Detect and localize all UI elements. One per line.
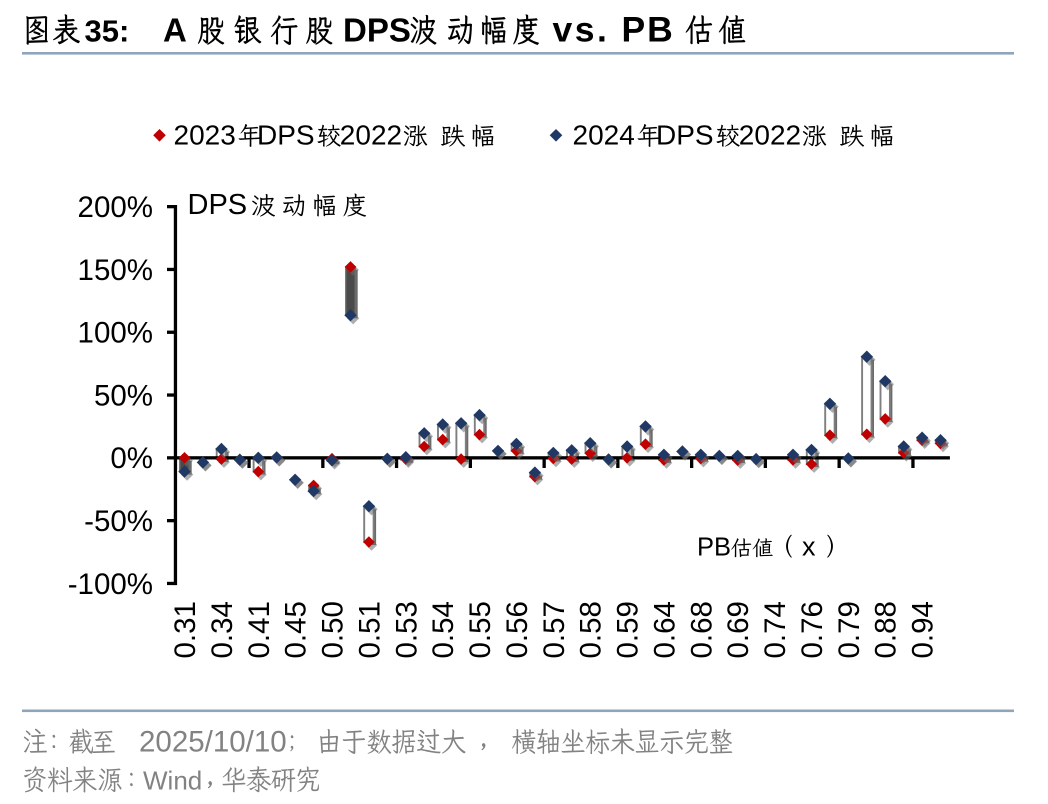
svg-text:0.74: 0.74 — [759, 601, 792, 658]
svg-text:0.34: 0.34 — [206, 601, 239, 658]
svg-text:0.76: 0.76 — [796, 601, 829, 658]
svg-text:PB: PB — [622, 9, 675, 49]
svg-text:DPS: DPS — [656, 120, 714, 151]
svg-text:PB: PB — [697, 534, 731, 562]
svg-text:50%: 50% — [94, 379, 153, 412]
svg-text:0.45: 0.45 — [280, 601, 313, 658]
svg-text:0.57: 0.57 — [538, 601, 571, 658]
svg-text:0.59: 0.59 — [612, 601, 645, 658]
svg-text:0.41: 0.41 — [243, 601, 276, 658]
svg-text:2025/10/10: 2025/10/10 — [139, 726, 287, 759]
svg-text:2022: 2022 — [739, 120, 801, 151]
svg-text:0.88: 0.88 — [870, 601, 903, 658]
svg-text:0.51: 0.51 — [353, 601, 386, 658]
svg-text:0.31: 0.31 — [169, 601, 202, 658]
svg-text:-100%: -100% — [68, 568, 153, 601]
svg-text:0.94: 0.94 — [907, 601, 940, 658]
svg-text:Wind: Wind — [143, 766, 202, 796]
svg-text:200%: 200% — [78, 191, 153, 224]
svg-text:35:: 35: — [85, 13, 130, 48]
svg-text:-50%: -50% — [84, 505, 153, 538]
svg-text:x: x — [802, 532, 816, 562]
svg-text:vs.: vs. — [553, 9, 610, 49]
svg-text:0.64: 0.64 — [648, 601, 681, 658]
svg-text:2024: 2024 — [573, 120, 635, 151]
svg-text:100%: 100% — [78, 317, 153, 350]
svg-text:DPS: DPS — [343, 11, 411, 48]
svg-text:0.50: 0.50 — [317, 601, 350, 658]
svg-text:DPS: DPS — [257, 120, 315, 151]
svg-text:0.58: 0.58 — [575, 601, 608, 658]
svg-text:0.68: 0.68 — [685, 601, 718, 658]
svg-text:0.53: 0.53 — [390, 601, 423, 658]
svg-text:0.55: 0.55 — [464, 601, 497, 658]
svg-text:A: A — [163, 11, 187, 48]
svg-text:2022: 2022 — [340, 120, 402, 151]
svg-text:150%: 150% — [78, 254, 153, 287]
svg-text:0%: 0% — [110, 442, 153, 475]
svg-text:0.56: 0.56 — [501, 601, 534, 658]
svg-text:DPS: DPS — [188, 189, 248, 221]
svg-text:0.79: 0.79 — [833, 601, 866, 658]
svg-text:0.54: 0.54 — [427, 601, 460, 658]
svg-text:2023: 2023 — [174, 120, 236, 151]
svg-text:0.69: 0.69 — [722, 601, 755, 658]
